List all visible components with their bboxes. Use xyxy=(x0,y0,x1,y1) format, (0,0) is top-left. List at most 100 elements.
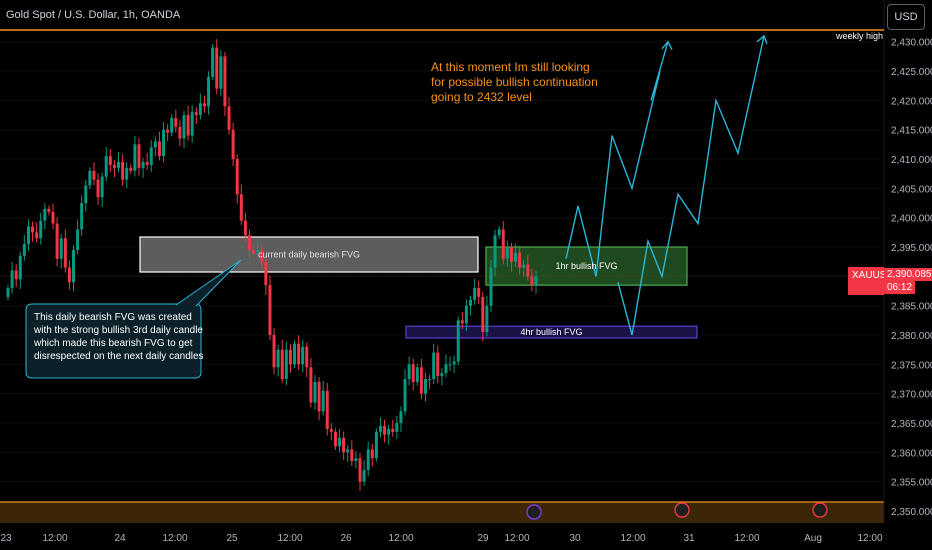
price-axis: 2,350.000 2,355.000 2,360.000 2,365.000 2,37… xyxy=(891,38,932,518)
candle-body xyxy=(383,425,387,435)
candle-body xyxy=(112,164,116,168)
annotation-top-line: going to 2432 level xyxy=(431,90,532,104)
x-tick-label: 31 xyxy=(683,533,695,544)
candle-body xyxy=(354,458,358,462)
candle-body xyxy=(157,141,161,157)
candle-body xyxy=(133,144,137,171)
zone-daily-bearish-fvg xyxy=(139,236,479,273)
candle-body xyxy=(432,352,436,380)
candle-body xyxy=(268,285,272,336)
candle-body xyxy=(440,373,444,377)
candle-body xyxy=(342,437,346,453)
candle-body xyxy=(518,252,522,268)
candle-body xyxy=(272,335,276,368)
candle-body xyxy=(202,103,206,107)
callout-pointer xyxy=(175,259,242,307)
zone-4hr-bullish-fvg xyxy=(405,325,698,339)
candle-body xyxy=(247,235,251,250)
candle-body xyxy=(153,141,157,148)
candle-body xyxy=(423,379,427,394)
candle-body xyxy=(145,161,149,165)
candle-body xyxy=(149,147,153,165)
candle-body xyxy=(80,203,84,230)
candle-body xyxy=(117,161,121,168)
candle-body xyxy=(293,343,297,365)
annotations: weekly high current daily bearish FVG 1hr … xyxy=(33,31,883,362)
candle-body xyxy=(301,346,305,365)
y-tick-label: 2,375.000 xyxy=(891,360,932,371)
annotation-top-line: for possible bullish continuation xyxy=(431,75,598,89)
callout-text-line: which made this bearish FVG to get xyxy=(33,338,193,349)
candle-body xyxy=(329,428,333,432)
candle-body xyxy=(522,264,526,268)
x-tick-label: 12:00 xyxy=(504,533,529,544)
x-tick-label: 12:00 xyxy=(42,533,67,544)
y-tick-label: 2,360.000 xyxy=(891,448,932,459)
fvg-zones xyxy=(139,236,698,339)
candle-body xyxy=(317,381,321,412)
candle-body xyxy=(235,159,239,195)
candle-body xyxy=(387,428,391,435)
candle-body xyxy=(14,270,18,280)
zone-label: current daily bearish FVG xyxy=(258,250,360,260)
candle-body xyxy=(141,161,145,168)
candle-body xyxy=(31,226,35,233)
callout-text-line: This daily bearish FVG was created xyxy=(34,312,192,323)
candle-body xyxy=(370,449,374,459)
candle-body xyxy=(284,349,288,380)
y-tick-label: 2,415.000 xyxy=(891,126,932,137)
arrowhead-icon xyxy=(756,34,768,45)
x-tick-label: 23 xyxy=(0,533,12,544)
candle-body xyxy=(35,232,39,239)
candle-body xyxy=(276,349,280,368)
callout-box xyxy=(25,303,202,379)
x-tick-label: 12:00 xyxy=(620,533,645,544)
candle-body xyxy=(333,431,337,447)
candle-body xyxy=(256,249,260,253)
candle-body xyxy=(452,361,456,365)
candle-body xyxy=(526,264,530,277)
candle-body xyxy=(325,390,329,429)
candle-body xyxy=(338,437,342,447)
candles xyxy=(6,39,538,491)
candle-body xyxy=(129,167,133,171)
x-tick-label: 30 xyxy=(569,533,581,544)
candle-body xyxy=(534,276,538,286)
candle-body xyxy=(162,129,166,157)
candle-body xyxy=(415,367,419,382)
candle-body xyxy=(469,299,473,306)
candle-body xyxy=(211,47,215,77)
callout-text-line: with the strong bullish 3rd daily candle xyxy=(33,325,203,336)
candle-body xyxy=(374,431,378,459)
arrowhead-icon xyxy=(661,40,673,51)
candle-body xyxy=(288,349,292,365)
candle-body xyxy=(10,270,14,289)
projected-path-2 xyxy=(617,35,765,336)
candle-body xyxy=(297,343,301,365)
zone-label: 1hr bullish FVG xyxy=(555,261,617,271)
currency-button[interactable]: USD xyxy=(887,4,925,30)
candle-body xyxy=(399,411,403,424)
annotation-top-line: At this moment Im still looking xyxy=(431,60,590,74)
event-marker-icon xyxy=(674,502,690,518)
candle-body xyxy=(436,352,440,377)
candle-body xyxy=(481,296,485,333)
candle-body xyxy=(264,261,268,286)
candle-body xyxy=(71,249,75,283)
candle-body xyxy=(125,167,129,180)
y-tick-label: 2,430.000 xyxy=(891,38,932,49)
candle-body xyxy=(321,390,325,412)
y-tick-label: 2,385.000 xyxy=(891,302,932,313)
projected-path-1 xyxy=(565,41,669,277)
candle-body xyxy=(227,106,231,130)
y-tick-label: 2,395.000 xyxy=(891,243,932,254)
candle-body xyxy=(411,364,415,382)
candle-body xyxy=(260,249,264,262)
candle-body xyxy=(395,423,399,432)
candle-body xyxy=(428,379,432,381)
candle-body xyxy=(186,115,190,136)
y-tick-label: 2,400.000 xyxy=(891,214,932,225)
candle-body xyxy=(51,211,55,224)
x-tick-label: Aug xyxy=(804,533,822,544)
